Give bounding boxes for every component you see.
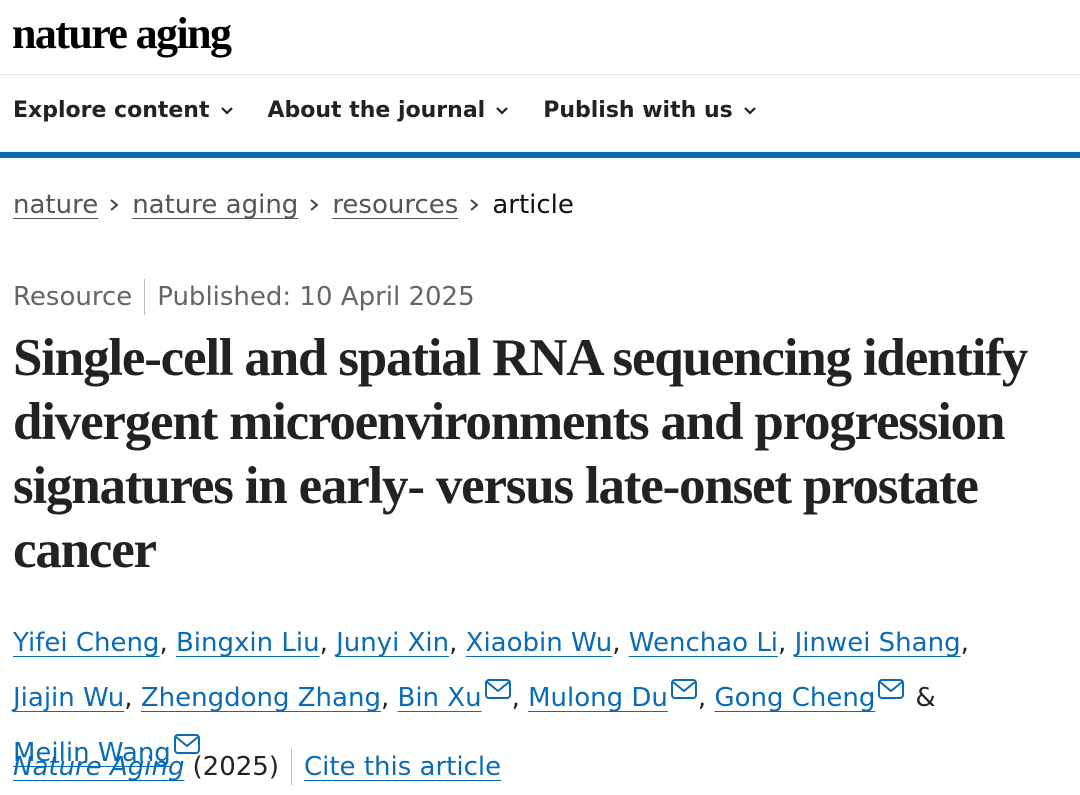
author-link[interactable]: Yifei Cheng <box>13 628 160 658</box>
icon <box>470 199 479 211</box>
author: Wenchao Li, <box>629 628 787 658</box>
author-separator: , <box>124 683 133 713</box>
breadcrumb-link[interactable]: resources <box>332 190 459 220</box>
citation-line: Nature Aging (2025) Cite this article <box>13 749 501 785</box>
year: (2025) <box>192 752 279 782</box>
author: Bin Xu, <box>397 679 520 713</box>
author: Zhengdong Zhang, <box>141 683 389 713</box>
nav-item[interactable]: Publish with us <box>543 98 757 123</box>
icon <box>484 679 511 699</box>
author-separator: , <box>778 628 787 658</box>
icon <box>743 106 756 115</box>
nav-label: About the journal <box>267 98 486 123</box>
nav-label: Publish with us <box>543 98 733 123</box>
header-divider <box>0 74 1080 75</box>
author: Yifei Cheng, <box>13 628 168 658</box>
author-separator: , <box>449 628 458 658</box>
author-link[interactable]: Gong Cheng <box>714 683 876 713</box>
author-link[interactable]: Jinwei Shang <box>794 628 961 658</box>
author: Gong Cheng & <box>714 679 945 713</box>
author-list: Yifei Cheng, Bingxin Liu, Junyi Xin, Xia… <box>13 616 1073 781</box>
author-link[interactable]: Mulong Du <box>528 683 668 713</box>
author: Jinwei Shang, <box>795 628 969 658</box>
article-type: Resource <box>13 282 133 312</box>
cite-link[interactable]: Cite this article <box>303 752 502 782</box>
author-separator: , <box>159 628 168 658</box>
icon <box>878 679 905 699</box>
author-link[interactable]: Wenchao Li <box>628 628 779 658</box>
breadcrumb-current: article <box>492 190 574 220</box>
icon <box>496 106 508 115</box>
author-link[interactable]: Xiaobin Wu <box>465 628 613 658</box>
nav-item[interactable]: About the journal <box>268 98 510 123</box>
nav-item[interactable]: Explore content <box>13 98 234 123</box>
main-nav: Explore content About the journal Publish … <box>13 98 791 123</box>
author-separator: , <box>960 628 969 658</box>
separator <box>144 279 146 315</box>
breadcrumbs: nature nature aging resources article <box>13 190 574 220</box>
author-separator: , <box>612 628 621 658</box>
author: Meilin Wang <box>13 734 201 768</box>
author-link[interactable]: Meilin Wang <box>13 738 171 768</box>
author-separator: , <box>380 683 390 713</box>
logo[interactable]: nature aging <box>12 9 232 58</box>
author-separator: , <box>319 628 328 658</box>
icon <box>310 199 319 211</box>
published-date: Published: 10 April 2025 <box>157 282 475 312</box>
breadcrumb-link[interactable]: nature aging <box>132 190 299 220</box>
author-link[interactable]: Junyi Xin <box>336 628 450 658</box>
author: Jiajin Wu, <box>13 683 133 713</box>
author-link[interactable]: Jiajin Wu <box>13 683 125 713</box>
author-separator: , <box>697 683 707 713</box>
author-separator: , <box>511 683 520 713</box>
icon <box>173 734 200 754</box>
journal-link[interactable]: Nature Aging <box>13 752 185 782</box>
article-meta: Resource Published: 10 April 2025 <box>13 279 475 315</box>
icon <box>670 679 697 699</box>
author-link[interactable]: Zhengdong Zhang <box>140 683 381 713</box>
author-link[interactable]: Bin Xu <box>397 683 482 713</box>
article-title: Single-cell and spatial RNA sequencing i… <box>13 329 1028 579</box>
icon <box>110 199 119 211</box>
separator <box>290 749 292 785</box>
author: Mulong Du, <box>528 679 707 713</box>
author: Junyi Xin, <box>336 628 457 658</box>
breadcrumb-link[interactable]: nature <box>13 190 99 220</box>
icon <box>220 106 233 115</box>
nav-label: Explore content <box>13 98 210 123</box>
nav-bar-accent <box>0 152 1080 158</box>
author-link[interactable]: Bingxin Liu <box>175 628 320 658</box>
author-separator: & <box>915 683 936 713</box>
author: Bingxin Liu, <box>176 628 328 658</box>
author: Xiaobin Wu, <box>466 628 621 658</box>
